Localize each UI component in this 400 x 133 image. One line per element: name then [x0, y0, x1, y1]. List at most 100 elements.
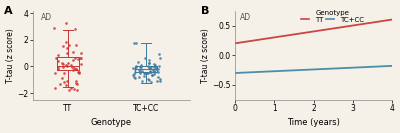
Point: [70, 59, 76, 61]
Point: [72, 57, 78, 59]
Point: [76, 72, 82, 74]
Text: A: A: [4, 6, 13, 16]
Point: [70, 51, 76, 53]
Point: [145, 72, 151, 74]
Point: [61, 72, 67, 74]
Point: [148, 71, 154, 73]
Point: [133, 65, 140, 68]
Point: [137, 66, 144, 68]
Point: [136, 76, 142, 78]
Point: [64, 47, 70, 49]
Point: [154, 76, 161, 78]
Point: [70, 69, 77, 71]
Point: [59, 63, 66, 66]
Point: [132, 42, 139, 44]
Point: [54, 60, 61, 63]
Point: [157, 57, 163, 59]
Point: [142, 72, 148, 74]
Point: [59, 66, 66, 68]
Point: [157, 80, 163, 82]
Point: [146, 62, 152, 65]
Point: [51, 27, 57, 30]
Point: [131, 76, 137, 78]
Point: [52, 87, 58, 89]
Point: [141, 72, 148, 74]
Point: [153, 68, 159, 70]
Point: [154, 68, 161, 70]
Point: [52, 72, 58, 74]
Point: [68, 87, 74, 89]
Point: [72, 80, 79, 82]
Point: [73, 43, 80, 46]
Point: [134, 61, 141, 63]
Point: [72, 28, 78, 30]
Bar: [136, 66, 157, 72]
Point: [150, 68, 156, 71]
Point: [72, 68, 79, 70]
Point: [132, 77, 138, 79]
Text: AD: AD: [40, 13, 52, 22]
Y-axis label: T-tau (z score): T-tau (z score): [6, 28, 14, 83]
Point: [55, 68, 62, 70]
Point: [130, 67, 136, 69]
Point: [137, 70, 144, 72]
Point: [150, 70, 157, 72]
Point: [57, 83, 64, 85]
Point: [132, 71, 138, 73]
Point: [146, 62, 152, 64]
Point: [144, 65, 151, 67]
Point: [156, 65, 162, 67]
Point: [148, 74, 155, 76]
Bar: [57, 57, 79, 70]
Point: [67, 63, 74, 66]
Point: [146, 79, 152, 81]
Point: [74, 83, 80, 85]
Point: [141, 75, 147, 77]
Point: [62, 41, 69, 43]
Point: [150, 66, 157, 68]
Point: [74, 58, 81, 60]
Point: [136, 69, 142, 71]
Point: [138, 80, 145, 82]
Point: [150, 73, 157, 75]
Point: [147, 67, 153, 69]
Point: [132, 68, 138, 70]
Text: B: B: [200, 6, 209, 16]
Point: [71, 88, 78, 90]
Point: [130, 74, 136, 76]
Point: [63, 84, 69, 86]
Point: [55, 54, 61, 56]
Point: [60, 45, 66, 47]
Point: [138, 64, 144, 66]
Point: [149, 74, 156, 76]
Point: [74, 70, 81, 73]
Point: [156, 53, 162, 55]
Text: AD: AD: [240, 13, 251, 22]
Point: [65, 89, 72, 91]
Point: [74, 89, 80, 91]
Point: [77, 57, 84, 60]
Point: [73, 82, 80, 84]
Point: [147, 81, 154, 83]
Point: [130, 41, 137, 44]
Point: [146, 67, 152, 69]
Point: [152, 71, 158, 73]
Point: [59, 62, 66, 64]
Y-axis label: T-tau (z score): T-tau (z score): [201, 28, 210, 83]
Point: [142, 57, 148, 59]
Legend: TT, TC+CC: TT, TC+CC: [301, 10, 364, 23]
Point: [152, 66, 159, 68]
Point: [154, 71, 161, 73]
Point: [58, 77, 65, 79]
Point: [64, 80, 70, 82]
Point: [75, 71, 82, 73]
Point: [71, 67, 77, 69]
Point: [66, 44, 72, 46]
Point: [154, 80, 161, 82]
Point: [63, 64, 70, 66]
Point: [64, 65, 70, 68]
Point: [153, 67, 159, 69]
Point: [77, 57, 84, 59]
Point: [148, 66, 154, 68]
Point: [144, 72, 150, 74]
